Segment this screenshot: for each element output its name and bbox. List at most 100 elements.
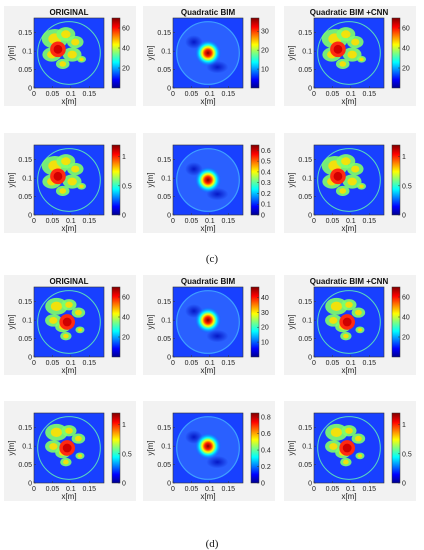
tissue-region: [355, 435, 362, 442]
colorbar-tick-label: 0.2: [261, 191, 271, 198]
x-tick-label: 0.15: [362, 91, 376, 98]
colorbar-tick-label: 0.5: [402, 183, 412, 190]
y-tick-label: 0: [28, 86, 32, 93]
x-tick-label: 0.1: [66, 360, 76, 367]
x-tick-label: 0.15: [221, 91, 235, 98]
colorbar-tick-label: 0: [261, 213, 265, 220]
colorbar-tick-label: 10: [261, 340, 269, 347]
tissue-region: [63, 333, 69, 339]
reconstructed-inclusion: [194, 39, 222, 67]
y-tick-label: 0.15: [157, 425, 171, 432]
colorbar-tick-label: 60: [402, 295, 410, 302]
panel-1-1: 0 0.05 0.1 0.15 x[m] 0.15 0.1 0.05 0 y[m] 0.6 0.5 0.…: [143, 133, 275, 233]
y-tick-label: 0.15: [157, 157, 171, 164]
x-tick-label: 0.05: [326, 91, 340, 98]
y-tick-label: 0.05: [298, 336, 312, 343]
panel-1-2: 0 0.05 0.1 0.15 x[m] 0.15 0.1 0.05 0 y[m] 1 0.5 0: [284, 133, 416, 233]
colorbar-tick-label: 20: [402, 66, 410, 73]
x-tick-label: 0: [32, 218, 36, 225]
x-tick-label: 0.15: [221, 486, 235, 493]
tissue-region: [61, 30, 71, 39]
tissue-region: [65, 301, 73, 308]
y-tick-label: 0.1: [161, 49, 171, 56]
x-tick-label: 0: [32, 486, 36, 493]
x-tick-label: 0.05: [326, 486, 340, 493]
tissue-region: [347, 50, 357, 59]
colorbar-tick-label: 60: [122, 295, 130, 302]
x-tick-label: 0.15: [362, 360, 376, 367]
x-tick-label: 0: [312, 218, 316, 225]
axes-frame: [33, 286, 105, 358]
x-tick-label: 0.15: [362, 218, 376, 225]
y-axis-label: y[m]: [7, 314, 16, 329]
x-tick-label: 0.1: [346, 486, 356, 493]
colorbar-tick-label: 0: [261, 481, 265, 488]
y-tick-label: 0.05: [298, 462, 312, 469]
x-tick-label: 0: [171, 486, 175, 493]
colorbar-tick-label: 0.5: [122, 451, 132, 458]
axes-frame: [313, 17, 385, 89]
panel-title: Quadratic BIM: [181, 8, 236, 17]
y-axis-label: y[m]: [146, 440, 155, 455]
colorbar: [111, 286, 121, 358]
x-tick-label: 0.15: [82, 91, 96, 98]
colorbar-tick-label: 0.1: [261, 202, 271, 209]
y-axis-label: y[m]: [7, 45, 16, 60]
colorbar: [111, 17, 121, 89]
y-axis-label: y[m]: [7, 172, 16, 187]
tissue-region: [357, 453, 363, 458]
colorbar-tick-label: 0.4: [261, 448, 271, 455]
axes-frame: [313, 144, 385, 216]
tumor-core: [53, 171, 63, 181]
y-tick-label: 0: [167, 355, 171, 362]
y-tick-label: 0.1: [302, 176, 312, 183]
y-axis-label: y[m]: [7, 440, 16, 455]
y-tick-label: 0: [308, 355, 312, 362]
y-tick-label: 0.15: [157, 30, 171, 37]
x-axis-label: x[m]: [341, 366, 356, 375]
y-tick-label: 0.1: [161, 318, 171, 325]
colorbar-tick-label: 1: [402, 154, 406, 161]
panel-title: Quadratic BIM +CNN: [310, 277, 389, 286]
x-axis-label: x[m]: [61, 224, 76, 233]
x-tick-label: 0.1: [66, 91, 76, 98]
y-axis-label: y[m]: [146, 45, 155, 60]
tissue-region: [49, 316, 58, 324]
y-tick-label: 0.15: [298, 299, 312, 306]
y-tick-label: 0: [308, 86, 312, 93]
tissue-region: [50, 301, 63, 312]
colorbar-tick-label: 30: [261, 310, 269, 317]
colorbar-tick-label: 0: [122, 481, 126, 488]
y-tick-label: 0.05: [18, 67, 32, 74]
y-tick-label: 0: [308, 213, 312, 220]
panels-group: ORIGINAL 0 0.05 0.1 0.15 x[m] 0.15 0.1 0.05 0 y[m]…: [4, 6, 416, 501]
x-tick-label: 0.05: [185, 218, 199, 225]
tissue-region: [61, 157, 71, 166]
panel-0-1: Quadratic BIM 0 0.05 0.1 0.15 x[m] 0.15 0.1 0.05…: [143, 6, 275, 106]
x-tick-label: 0.05: [185, 486, 199, 493]
x-axis-label: x[m]: [61, 492, 76, 501]
y-tick-label: 0.1: [22, 444, 32, 451]
y-tick-label: 0.05: [18, 336, 32, 343]
tissue-region: [339, 188, 347, 194]
x-tick-label: 0.1: [205, 218, 215, 225]
panel-3-2: 0 0.05 0.1 0.15 x[m] 0.15 0.1 0.05 0 y[m] 1 0.5 0: [284, 401, 416, 501]
x-tick-label: 0: [32, 360, 36, 367]
y-axis-label: y[m]: [287, 45, 296, 60]
panel-title: Quadratic BIM: [181, 277, 236, 286]
x-tick-label: 0.1: [66, 218, 76, 225]
tissue-region: [77, 453, 83, 458]
tumor-core: [333, 171, 343, 181]
y-tick-label: 0.1: [302, 444, 312, 451]
x-tick-label: 0.15: [82, 486, 96, 493]
colorbar-tick-label: 40: [122, 315, 130, 322]
x-axis-label: x[m]: [200, 97, 215, 106]
x-axis-label: x[m]: [341, 224, 356, 233]
tissue-region: [357, 327, 363, 332]
y-tick-label: 0.05: [298, 67, 312, 74]
axes-frame: [313, 412, 385, 484]
y-axis-label: y[m]: [146, 172, 155, 187]
x-tick-label: 0.05: [185, 91, 199, 98]
y-tick-label: 0: [308, 481, 312, 488]
tissue-region: [351, 38, 360, 46]
